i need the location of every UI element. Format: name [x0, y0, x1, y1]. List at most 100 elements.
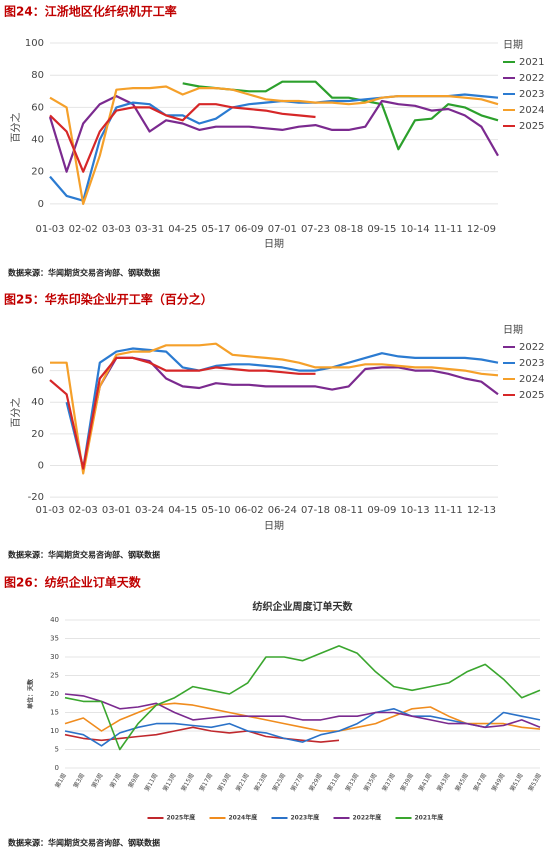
x-tick-label: 01-03 [35, 505, 64, 516]
x-tick-label: 01-03 [35, 224, 64, 235]
x-tick-label: 12-09 [467, 224, 496, 235]
legend-title: 日期 [503, 39, 523, 51]
series-line [64, 726, 340, 743]
x-tick-label: 12-13 [467, 505, 496, 516]
legend-label: 2023 [519, 89, 544, 100]
x-tick-label: 第1周 [53, 772, 68, 790]
x-tick-label: 第31周 [325, 772, 342, 793]
x-tick-label: 08-18 [334, 224, 363, 235]
x-tick-label: 第3周 [71, 772, 86, 790]
figure-caption: 图25：华东印染企业开工率（百分之） [4, 292, 213, 307]
x-tick-label: 第17周 [197, 772, 214, 793]
x-tick-label: 03-24 [135, 505, 164, 516]
x-tick-label: 04-15 [168, 505, 197, 516]
x-tick-label: 第33周 [344, 772, 361, 793]
series-line [82, 356, 499, 469]
x-tick-label: 09-09 [367, 505, 396, 516]
y-tick-label: 80 [31, 70, 44, 81]
y-tick-label: 100 [25, 38, 44, 49]
x-tick-label: 第11周 [143, 772, 160, 793]
y-tick-label: 40 [31, 135, 44, 146]
legend-label: 2025 [519, 121, 544, 132]
source-note: 数据来源：华闻期货交易咨询部、钢联数据 [8, 550, 160, 560]
x-tick-label: 02-03 [69, 505, 98, 516]
x-tick-label: 第27周 [289, 772, 306, 793]
y-tick-label: 15 [50, 709, 59, 717]
y-tick-label: -20 [28, 492, 44, 503]
y-axis-label: 百分之 [9, 113, 22, 143]
legend-label: 2022年度 [353, 814, 383, 822]
x-tick-label: 第5周 [90, 772, 105, 790]
x-tick-label: 第13周 [161, 772, 178, 793]
x-tick-label: 第29周 [307, 772, 324, 793]
x-tick-label: 11-11 [434, 505, 463, 516]
x-tick-label: 03-01 [102, 505, 131, 516]
x-tick-label: 07-18 [301, 505, 330, 516]
legend-label: 2025 [519, 390, 544, 401]
legend-label: 2023 [519, 358, 544, 369]
x-tick-label: 07-01 [268, 224, 297, 235]
x-tick-label: 第41周 [417, 772, 434, 793]
x-tick-label: 第39周 [398, 772, 415, 793]
series-line [49, 356, 316, 470]
x-tick-label: 08-11 [334, 505, 363, 516]
y-tick-label: 60 [31, 366, 44, 377]
x-tick-label: 第47周 [471, 772, 488, 793]
y-tick-label: 0 [55, 764, 59, 772]
series-line [49, 85, 499, 205]
series-line [64, 645, 541, 751]
y-axis-label: 单位：天数 [27, 678, 35, 709]
legend-label: 2021 [519, 57, 544, 68]
legend-label: 2022 [519, 73, 544, 84]
y-tick-label: 60 [31, 102, 44, 113]
x-tick-label: 04-25 [168, 224, 197, 235]
y-tick-label: 30 [50, 653, 59, 661]
x-tick-label: 第19周 [216, 772, 233, 793]
y-tick-label: 10 [50, 727, 59, 735]
x-tick-label: 02-02 [69, 224, 98, 235]
x-tick-label: 第43周 [435, 772, 452, 793]
y-tick-label: 20 [31, 429, 44, 440]
x-tick-label: 07-23 [301, 224, 330, 235]
x-tick-label: 第51周 [508, 772, 525, 793]
x-axis-label: 日期 [264, 238, 284, 250]
legend-label: 2024年度 [229, 814, 259, 822]
legend-label: 2024 [519, 374, 544, 385]
x-tick-label: 第45周 [453, 772, 470, 793]
x-tick-label: 第15周 [179, 772, 196, 793]
x-tick-label: 第25周 [271, 772, 288, 793]
x-tick-label: 03-03 [102, 224, 131, 235]
x-axis-label: 日期 [264, 520, 284, 532]
x-tick-label: 第49周 [490, 772, 507, 793]
legend-label: 2021年度 [415, 814, 445, 822]
y-tick-label: 35 [50, 635, 59, 643]
x-tick-label: 03-31 [135, 224, 164, 235]
legend-label: 2025年度 [167, 814, 197, 822]
y-tick-label: 0 [38, 460, 44, 471]
y-tick-label: 25 [50, 672, 59, 680]
legend-label: 2024 [519, 105, 544, 116]
y-tick-label: 5 [55, 746, 59, 754]
x-tick-label: 第23周 [252, 772, 269, 793]
y-tick-label: 20 [50, 690, 59, 698]
source-note: 数据来源：华闻期货交易咨询部、钢联数据 [8, 838, 160, 848]
chart-title: 纺织企业周度订单天数 [253, 600, 354, 613]
series-line [64, 702, 541, 732]
x-tick-label: 11-11 [434, 224, 463, 235]
y-tick-label: 0 [38, 199, 44, 210]
x-tick-label: 09-15 [367, 224, 396, 235]
x-tick-label: 06-02 [235, 505, 264, 516]
x-tick-label: 第37周 [380, 772, 397, 793]
x-tick-label: 第21周 [234, 772, 251, 793]
y-tick-label: 40 [50, 616, 59, 624]
y-tick-label: 20 [31, 167, 44, 178]
source-note: 数据来源：华闻期货交易咨询部、钢联数据 [8, 268, 160, 278]
x-tick-label: 06-09 [235, 224, 264, 235]
series-line [48, 95, 499, 173]
legend-label: 2022 [519, 342, 544, 353]
x-tick-label: 10-13 [401, 505, 430, 516]
x-tick-label: 10-14 [401, 224, 430, 235]
x-tick-label: 第7周 [108, 772, 123, 790]
series-line [64, 708, 541, 747]
